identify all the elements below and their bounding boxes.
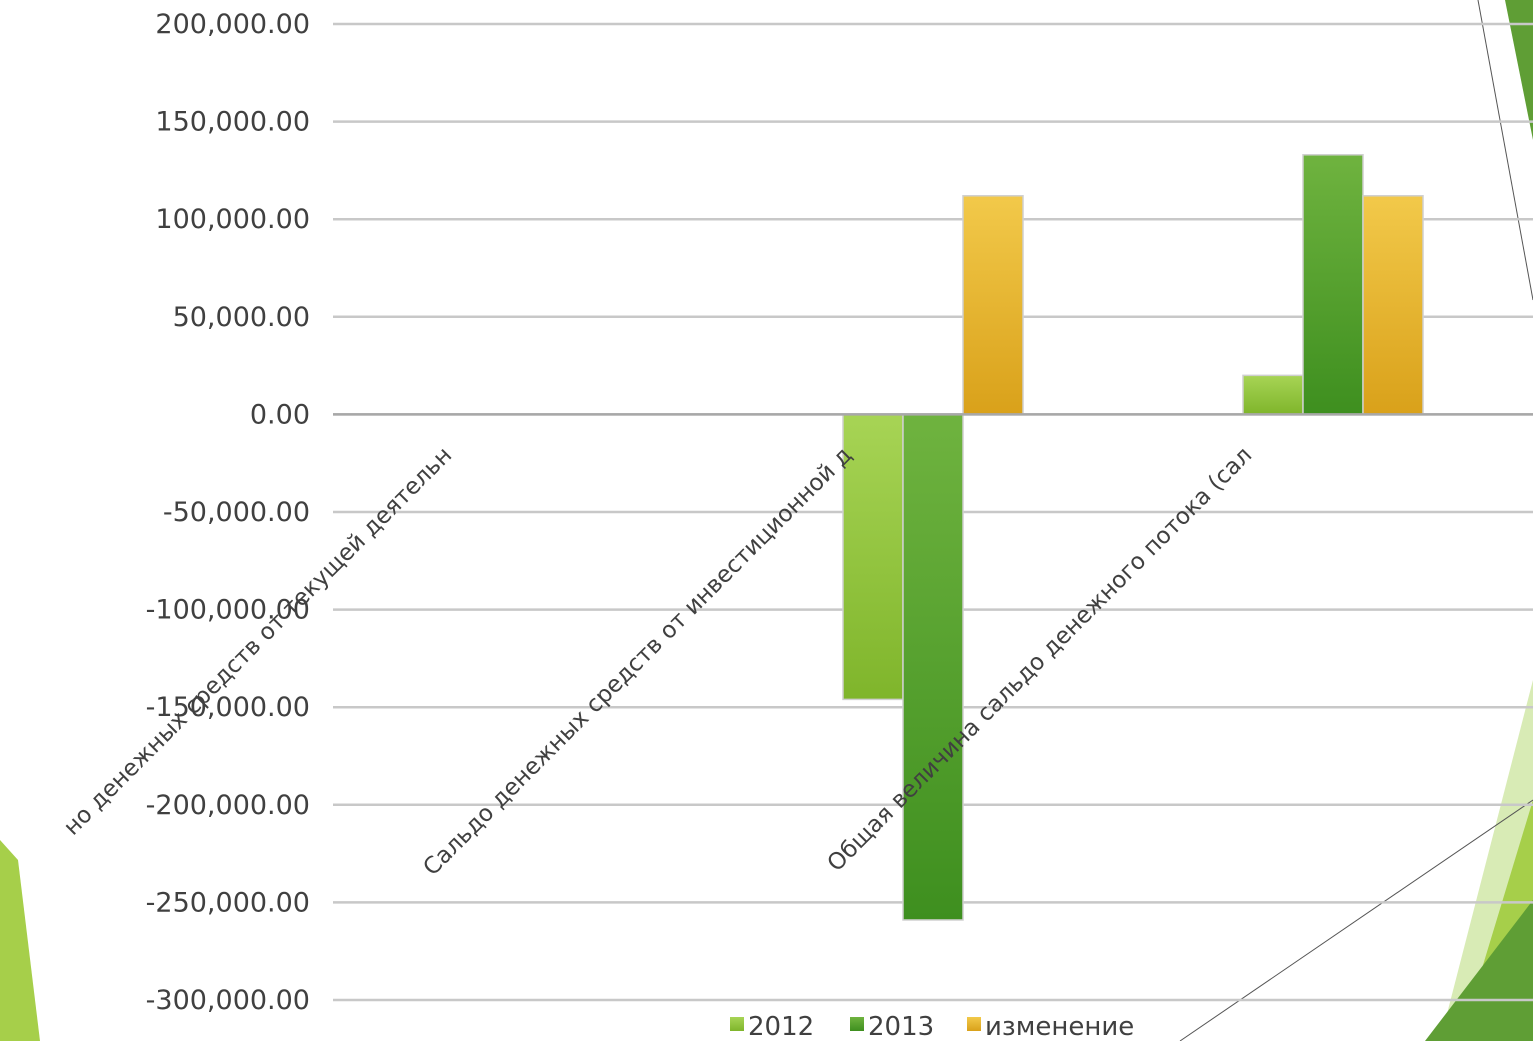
- right-accent-top-dark: [1505, 0, 1533, 140]
- y-tick-label: 150,000.00: [155, 107, 310, 138]
- y-tick-label: -150,000.00: [146, 692, 310, 723]
- y-tick-label: 0.00: [250, 399, 310, 430]
- legend-swatch-2012: [730, 1017, 744, 1031]
- bar-2012: [1242, 374, 1304, 416]
- right-accent-line-top: [1477, 0, 1533, 301]
- y-tick-label: 100,000.00: [155, 204, 310, 235]
- y-axis-tick-labels: 200,000.00 150,000.00 100,000.00 50,000.00 0…: [146, 9, 310, 1016]
- decor-right: [1179, 0, 1533, 1041]
- legend-label: 2013: [868, 1012, 934, 1041]
- legend-swatch-2013: [850, 1017, 864, 1031]
- y-tick-label: -50,000.00: [163, 497, 310, 528]
- y-tick-label: 50,000.00: [173, 302, 310, 333]
- y-tick-label: -200,000.00: [146, 790, 310, 821]
- left-accent-shape: [0, 840, 40, 1041]
- legend-swatch-изменение: [967, 1017, 981, 1031]
- category-label: Сальдо денежных средств от инвестиционно…: [419, 442, 858, 881]
- decor-left: [0, 840, 40, 1041]
- bar-изменение: [962, 195, 1024, 416]
- y-tick-label: 200,000.00: [155, 9, 310, 40]
- bar-2013: [902, 413, 964, 921]
- bar-изменение: [1362, 195, 1424, 416]
- y-tick-label: -100,000.00: [146, 595, 310, 626]
- bars: [842, 154, 1424, 921]
- legend-label: 2012: [748, 1012, 814, 1041]
- y-tick-label: -250,000.00: [146, 887, 310, 918]
- legend: 2012 2013 изменение: [730, 1012, 1134, 1041]
- bar-2012: [842, 413, 904, 701]
- y-tick-label: -300,000.00: [146, 985, 310, 1016]
- legend-label: изменение: [985, 1012, 1134, 1041]
- bar-2013: [1302, 154, 1364, 416]
- right-accent-dark: [1425, 900, 1533, 1041]
